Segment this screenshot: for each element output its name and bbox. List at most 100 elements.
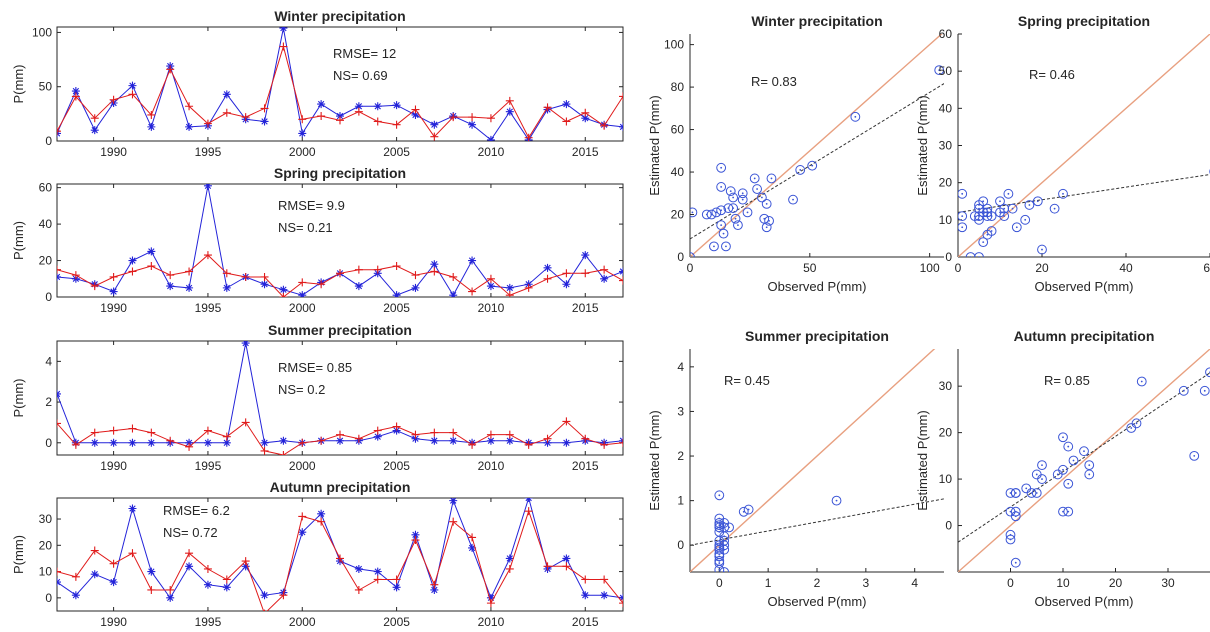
scatter-point xyxy=(831,495,842,506)
scatter-panel: Winter precipitation Estimated P(mm) Obser… xyxy=(647,13,944,294)
estimated-marker xyxy=(260,272,269,281)
scatter-point xyxy=(999,211,1010,222)
observed-marker xyxy=(71,591,80,600)
scatter-point-center xyxy=(854,115,857,118)
estimated-marker xyxy=(600,440,609,449)
scatter-point xyxy=(764,215,774,226)
observed-marker xyxy=(336,112,344,121)
estimated-marker xyxy=(505,96,514,105)
estimated-marker xyxy=(57,419,61,428)
x-axis-label: Observed P(mm) xyxy=(768,594,867,609)
observed-marker xyxy=(486,135,495,141)
scatter-point-center xyxy=(1015,226,1018,229)
observed-marker xyxy=(279,285,288,294)
observed-marker xyxy=(336,436,344,445)
observed-marker xyxy=(185,122,194,131)
y-axis-label: Estimated P(mm) xyxy=(647,410,662,510)
scatter-point-center xyxy=(770,177,773,180)
observed-marker xyxy=(600,274,609,283)
estimated-marker xyxy=(109,559,118,568)
y-axis-label: P(mm) xyxy=(11,65,26,104)
estimated-marker xyxy=(71,440,80,449)
scatter-point xyxy=(752,184,762,194)
x-tick-label: 2010 xyxy=(478,301,505,315)
scatter-point xyxy=(719,567,730,572)
scatter-point xyxy=(1007,203,1018,214)
estimated-marker xyxy=(619,599,623,608)
scatter-point xyxy=(716,205,727,216)
scatter-point xyxy=(986,211,997,222)
observed-marker xyxy=(241,341,250,348)
scatter-point xyxy=(733,220,743,231)
observed-marker xyxy=(468,256,477,265)
estimated-marker xyxy=(298,438,307,447)
estimated-marker xyxy=(354,265,363,274)
observed-marker xyxy=(317,509,326,518)
y-axis-label: P(mm) xyxy=(11,221,26,260)
scatter-point xyxy=(714,520,725,531)
scatter-point-center xyxy=(1067,510,1070,513)
y-axis-label: P(mm) xyxy=(11,379,26,418)
y-tick-label: 0 xyxy=(45,290,52,304)
x-tick-label: 20 xyxy=(1109,576,1123,590)
x-tick-label: 2015 xyxy=(572,145,599,159)
estimated-marker xyxy=(128,549,137,558)
y-tick-label: 2 xyxy=(677,449,684,463)
scatter-point-center xyxy=(982,200,985,203)
estimated-marker xyxy=(581,575,590,584)
observed-marker xyxy=(298,528,307,537)
y-tick-label: 0 xyxy=(45,436,52,450)
scatter-point-center xyxy=(1028,204,1031,206)
x-tick-label: 2010 xyxy=(478,145,505,159)
observed-marker xyxy=(430,585,439,594)
estimated-marker xyxy=(336,269,344,278)
estimated-marker xyxy=(449,428,458,437)
observed-marker xyxy=(222,283,231,292)
y-tick-label: 100 xyxy=(664,38,684,52)
scatter-point-center xyxy=(1083,450,1085,453)
scatter-point xyxy=(1049,203,1060,214)
observed-marker xyxy=(57,389,61,398)
x-tick-label: 10 xyxy=(1056,576,1070,590)
y-tick-label: 20 xyxy=(39,538,53,552)
observed-marker xyxy=(373,102,382,111)
scatter-point-center xyxy=(765,226,768,229)
scatter-point-center xyxy=(938,69,941,72)
observed-marker xyxy=(147,567,156,576)
estimated-marker xyxy=(241,557,250,566)
estimated-marker xyxy=(486,599,495,608)
x-tick-label: 2005 xyxy=(383,459,410,473)
scatter-point xyxy=(1063,478,1074,489)
y-tick-label: 0 xyxy=(677,538,684,552)
scatter-point-center xyxy=(1014,561,1017,564)
estimated-marker xyxy=(430,428,439,437)
estimated-marker xyxy=(109,95,118,104)
observed-marker xyxy=(581,114,590,123)
y-tick-label: 2 xyxy=(45,395,52,409)
observed-marker xyxy=(562,554,571,563)
estimated-marker xyxy=(543,434,552,443)
scatter-point xyxy=(1020,214,1031,225)
estimated-marker xyxy=(524,507,533,516)
scatter-point-center xyxy=(1003,207,1006,210)
estimated-marker xyxy=(600,265,609,274)
estimated-marker xyxy=(619,92,623,101)
observed-marker xyxy=(128,438,137,447)
observed-marker xyxy=(600,591,609,600)
scatter-point xyxy=(795,165,806,175)
scatter-point-center xyxy=(1056,473,1059,476)
observed-marker xyxy=(109,287,118,296)
scatter-point-center xyxy=(729,190,732,193)
estimated-marker xyxy=(57,265,61,274)
observed-marker xyxy=(203,438,212,447)
estimated-marker xyxy=(581,434,590,443)
x-tick-label: 60 xyxy=(1203,261,1210,275)
observed-marker xyxy=(317,100,326,109)
estimated-marker xyxy=(203,426,212,435)
scatter-point xyxy=(1037,460,1047,471)
observed-marker xyxy=(486,593,495,602)
stat-label: R= 0.85 xyxy=(1044,373,1090,388)
estimated-marker xyxy=(449,517,458,526)
estimated-marker xyxy=(486,114,495,123)
x-tick-label: 0 xyxy=(955,261,962,275)
